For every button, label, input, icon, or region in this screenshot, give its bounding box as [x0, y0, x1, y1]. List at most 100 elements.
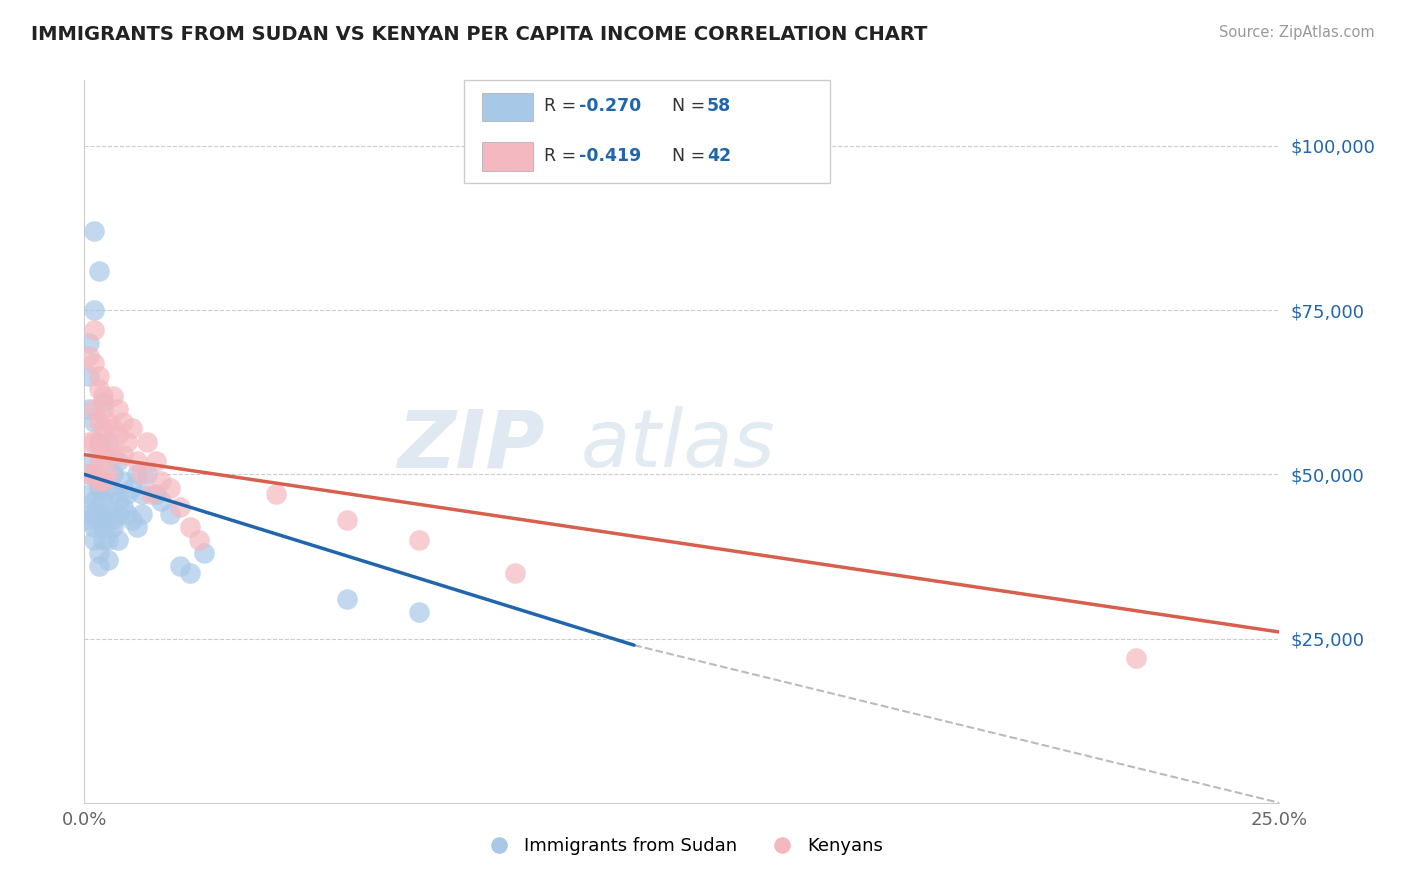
Point	[125, 520, 148, 534]
Point	[87, 454, 110, 468]
Point	[87, 434, 110, 449]
Point	[83, 533, 105, 547]
Point	[97, 533, 120, 547]
Point	[83, 493, 105, 508]
Point	[111, 500, 134, 515]
Point	[83, 520, 105, 534]
Point	[93, 520, 115, 534]
Point	[77, 467, 100, 482]
Point	[93, 493, 115, 508]
Point	[77, 336, 100, 351]
Point	[101, 487, 124, 501]
Point	[101, 467, 124, 482]
Point	[101, 513, 124, 527]
Point	[93, 421, 115, 435]
Point	[83, 303, 105, 318]
Point	[87, 382, 110, 396]
Point	[503, 566, 526, 580]
Point	[117, 487, 139, 501]
Point	[87, 513, 110, 527]
Text: N =: N =	[672, 97, 711, 115]
Point	[179, 566, 201, 580]
Point	[107, 454, 129, 468]
Point	[111, 448, 134, 462]
Point	[87, 264, 110, 278]
Point	[159, 481, 181, 495]
Point	[77, 467, 100, 482]
Point	[87, 559, 110, 574]
Point	[131, 467, 153, 482]
Text: N =: N =	[672, 146, 711, 165]
Text: atlas: atlas	[581, 406, 775, 484]
Point	[101, 388, 124, 402]
Text: R =: R =	[544, 97, 582, 115]
Text: 42: 42	[707, 146, 731, 165]
Point	[87, 481, 110, 495]
Point	[135, 467, 157, 482]
Bar	[482, 93, 533, 121]
Point	[145, 487, 167, 501]
Point	[131, 507, 153, 521]
Point	[408, 605, 430, 619]
Point	[97, 415, 120, 429]
Point	[117, 434, 139, 449]
Point	[77, 349, 100, 363]
Point	[117, 507, 139, 521]
Point	[135, 434, 157, 449]
Point	[169, 559, 191, 574]
Point	[97, 553, 120, 567]
Point	[188, 533, 211, 547]
Point	[83, 401, 105, 416]
Point	[83, 224, 105, 238]
Point	[111, 415, 134, 429]
Point	[159, 507, 181, 521]
Point	[93, 533, 115, 547]
Point	[149, 493, 172, 508]
Point	[83, 467, 105, 482]
Point	[336, 513, 359, 527]
Point	[87, 546, 110, 560]
Point	[93, 395, 115, 409]
Point	[131, 487, 153, 501]
Point	[87, 474, 110, 488]
Point	[97, 481, 120, 495]
Point	[77, 487, 100, 501]
Point	[121, 513, 143, 527]
Point	[97, 513, 120, 527]
Point	[83, 507, 105, 521]
Point	[93, 401, 115, 416]
Point	[77, 513, 100, 527]
Point	[125, 454, 148, 468]
Text: 58: 58	[707, 97, 731, 115]
Point	[77, 434, 100, 449]
Text: R =: R =	[544, 146, 582, 165]
Point	[77, 401, 100, 416]
Point	[408, 533, 430, 547]
Text: -0.419: -0.419	[579, 146, 641, 165]
Point	[149, 474, 172, 488]
Point	[121, 421, 143, 435]
Point	[107, 533, 129, 547]
Point	[83, 415, 105, 429]
Point	[264, 487, 287, 501]
Point	[101, 520, 124, 534]
Point	[97, 434, 120, 449]
Point	[83, 434, 105, 449]
Legend: Immigrants from Sudan, Kenyans: Immigrants from Sudan, Kenyans	[474, 830, 890, 863]
Point	[179, 520, 201, 534]
Point	[93, 474, 115, 488]
Point	[93, 507, 115, 521]
Point	[97, 441, 120, 455]
Text: -0.270: -0.270	[579, 97, 641, 115]
Point	[77, 368, 100, 383]
Point	[125, 467, 148, 482]
Point	[83, 356, 105, 370]
Text: IMMIGRANTS FROM SUDAN VS KENYAN PER CAPITA INCOME CORRELATION CHART: IMMIGRANTS FROM SUDAN VS KENYAN PER CAPI…	[31, 25, 928, 44]
Point	[87, 434, 110, 449]
Point	[83, 323, 105, 337]
FancyBboxPatch shape	[464, 80, 830, 183]
Point	[93, 448, 115, 462]
Text: ZIP: ZIP	[396, 406, 544, 484]
Point	[107, 507, 129, 521]
Point	[87, 500, 110, 515]
